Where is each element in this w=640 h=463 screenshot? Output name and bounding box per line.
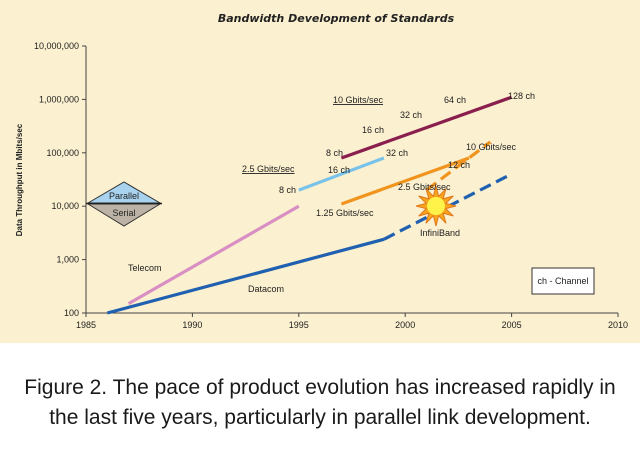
annotation-16ch-a: 16 ch <box>362 125 384 135</box>
x-tick-label: 2005 <box>502 320 522 330</box>
annotation-infiniband: InfiniBand <box>420 228 460 238</box>
annotation-128ch: 128 ch <box>508 91 535 101</box>
channel-legend-text: ch - Channel <box>537 276 588 286</box>
annotation-25gb-a: 2.5 Gbits/sec <box>242 164 295 174</box>
x-tick-label: 2010 <box>608 320 628 330</box>
y-tick-label: 10,000,000 <box>34 41 79 51</box>
y-tick-label: 1,000 <box>56 255 79 265</box>
annotation-125gb: 1.25 Gbits/sec <box>316 208 374 218</box>
annotation-datacom: Datacom <box>248 284 284 294</box>
annotation-32ch-b: 32 ch <box>386 148 408 158</box>
x-tick-label: 2000 <box>395 320 415 330</box>
annotation-8ch-b: 8 ch <box>279 185 296 195</box>
chart-panel: Bandwidth Development of Standards Data … <box>0 0 640 343</box>
parallel-label: Parallel <box>109 191 139 201</box>
x-tick-label: 1990 <box>182 320 202 330</box>
annotation-25gb-b: 2.5 Gbits/sec <box>398 182 451 192</box>
parallel-serial-legend: Parallel Serial <box>86 181 162 227</box>
serial-label: Serial <box>112 208 135 218</box>
series-line-10-gbits-sec-5 <box>340 95 513 160</box>
annotation-32ch-a: 32 ch <box>400 110 422 120</box>
annotation-8ch-a: 8 ch <box>326 148 343 158</box>
x-ticks: 1985 1990 1995 2000 2005 2010 <box>76 313 628 330</box>
y-tick-label: 100,000 <box>46 148 79 158</box>
series-line-datacom-1 <box>106 237 385 315</box>
chart: Bandwidth Development of Standards Data … <box>15 12 628 330</box>
channel-legend-box <box>531 267 595 295</box>
series-layer <box>106 95 513 315</box>
x-tick-label: 1985 <box>76 320 96 330</box>
starburst-icon <box>415 185 457 227</box>
y-ticks: 100 1,000 10,000 100,000 1,000,000 10,000,000 <box>34 41 86 318</box>
caption-text: Figure 2. The pace of product evolution … <box>24 376 616 429</box>
y-tick-label: 10,000 <box>51 201 79 211</box>
y-axis-label: Data Throughput in Mbits/sec <box>15 123 24 236</box>
y-tick-label: 100 <box>64 308 79 318</box>
annotation-16ch-b: 16 ch <box>328 165 350 175</box>
x-tick-label: 1995 <box>289 320 309 330</box>
series-line-infiniband-2 <box>383 172 513 241</box>
annotation-10gb-b: 10 Gbits/sec <box>466 142 517 152</box>
chart-title: Bandwidth Development of Standards <box>218 12 455 25</box>
series-line-1-25-gbits-sec-3 <box>340 156 470 206</box>
annotation-telecom: Telecom <box>128 263 162 273</box>
starburst-core <box>427 197 445 215</box>
series-line-telecom-0 <box>127 204 300 305</box>
channel-legend: ch - Channel <box>531 267 595 295</box>
figure-caption: Figure 2. The pace of product evolution … <box>0 343 640 463</box>
annotation-12ch: 12 ch <box>448 160 470 170</box>
annotation-10gb-a: 10 Gbits/sec <box>333 95 384 105</box>
y-tick-label: 1,000,000 <box>39 94 79 104</box>
series-line-10-gbits-sec-6 <box>425 140 492 192</box>
series-line-2-5-gbits-sec-4 <box>298 156 385 192</box>
annotations: 128 ch 64 ch 32 ch 16 ch 8 ch 32 ch 16 c… <box>128 91 535 294</box>
annotation-64ch: 64 ch <box>444 95 466 105</box>
